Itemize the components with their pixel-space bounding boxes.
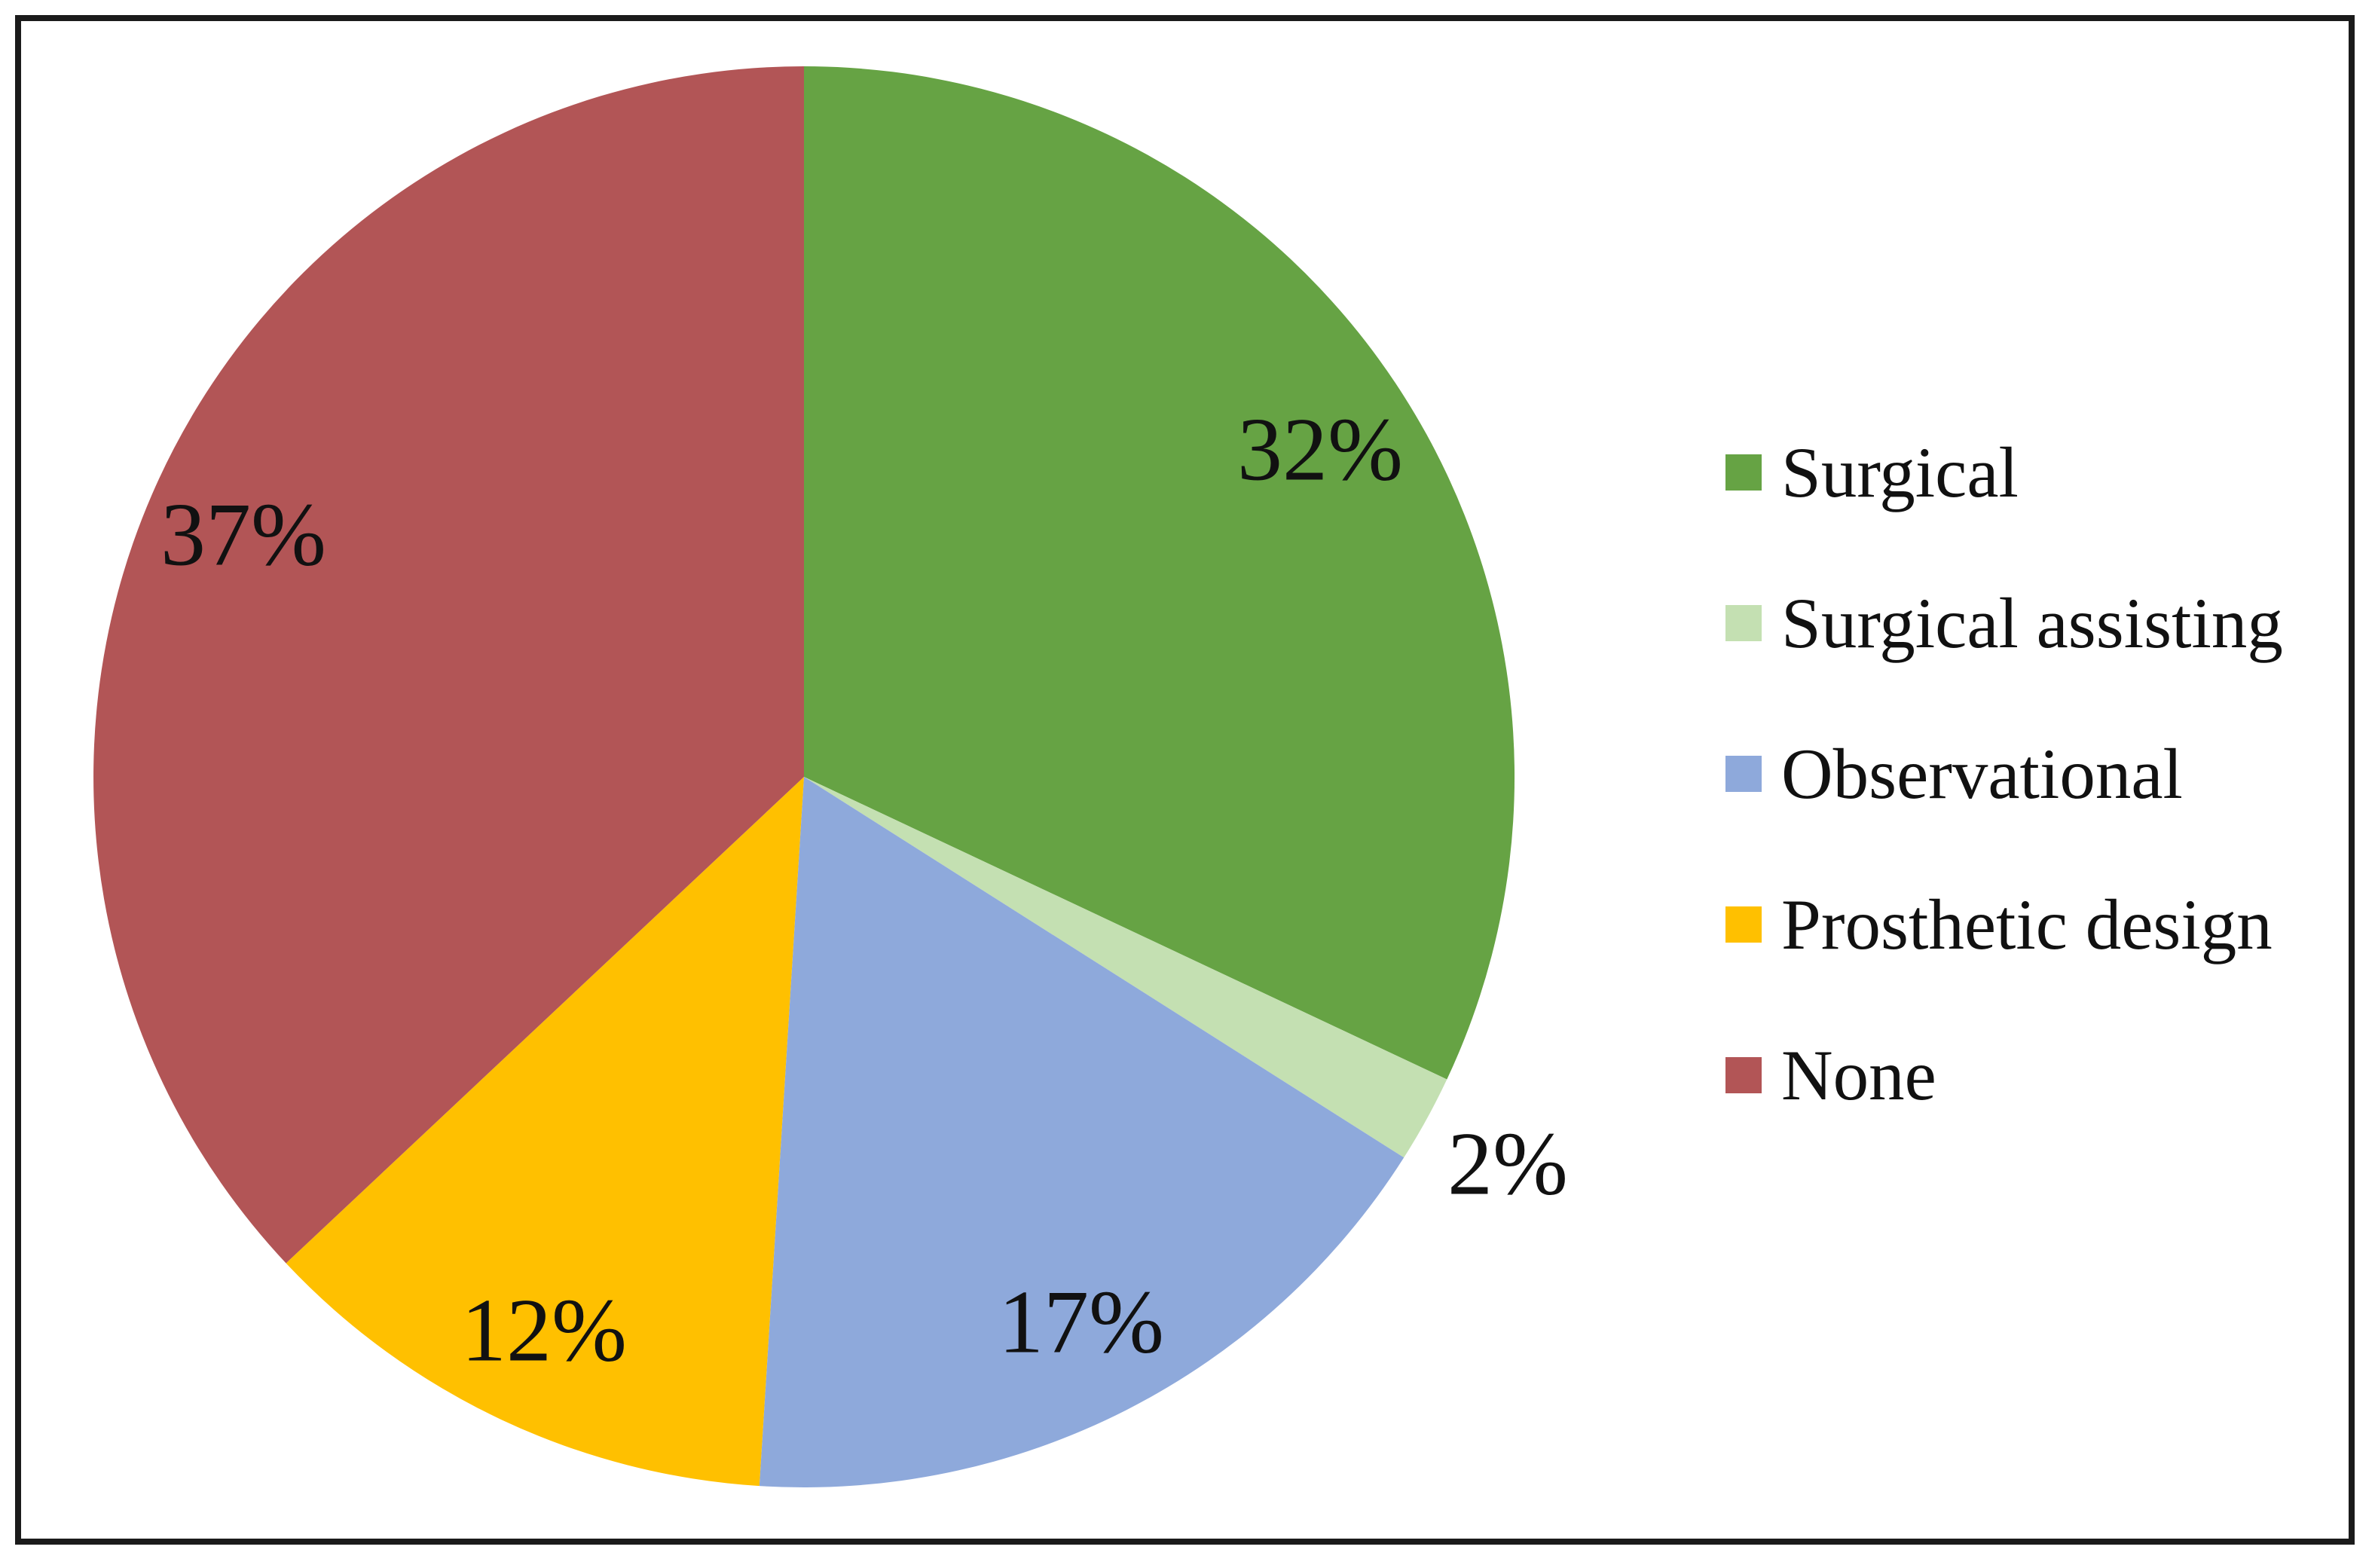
- pie-slice-surgical-assisting: [804, 777, 1447, 1158]
- legend-label: Observational: [1781, 733, 2183, 814]
- legend-item-prosthetic-design: Prosthetic design: [1725, 849, 2283, 1000]
- legend: Surgical Surgical assisting Observational P…: [1725, 397, 2283, 1151]
- data-label-prosthetic-design: 12%: [461, 1280, 627, 1380]
- pie-slice-observational: [759, 777, 1404, 1487]
- legend-item-none: None: [1725, 1000, 2283, 1151]
- legend-item-surgical: Surgical: [1725, 397, 2283, 548]
- pie-slice-surgical: [804, 66, 1515, 1080]
- pie-slices-group: [93, 66, 1515, 1487]
- pie-labels-group: 32% 2% 17% 12% 37%: [160, 399, 1568, 1380]
- legend-marker-surgical: [1725, 454, 1762, 491]
- data-label-observational: 17%: [998, 1272, 1164, 1372]
- data-label-surgical-assisting: 2%: [1447, 1114, 1568, 1214]
- legend-marker-none: [1725, 1057, 1762, 1093]
- legend-label: None: [1781, 1035, 1936, 1115]
- data-label-none: 37%: [160, 484, 326, 585]
- legend-label: Prosthetic design: [1781, 884, 2273, 964]
- legend-item-observational: Observational: [1725, 698, 2283, 849]
- legend-marker-prosthetic-design: [1725, 906, 1762, 943]
- data-label-surgical: 32%: [1237, 399, 1403, 500]
- pie-slice-none: [93, 66, 804, 1264]
- legend-label: Surgical assisting: [1781, 582, 2283, 663]
- legend-item-surgical-assisting: Surgical assisting: [1725, 548, 2283, 698]
- pie-slice-prosthetic-design: [286, 777, 805, 1487]
- legend-label: Surgical: [1781, 432, 2019, 512]
- legend-marker-surgical-assisting: [1725, 605, 1762, 641]
- legend-marker-observational: [1725, 756, 1762, 792]
